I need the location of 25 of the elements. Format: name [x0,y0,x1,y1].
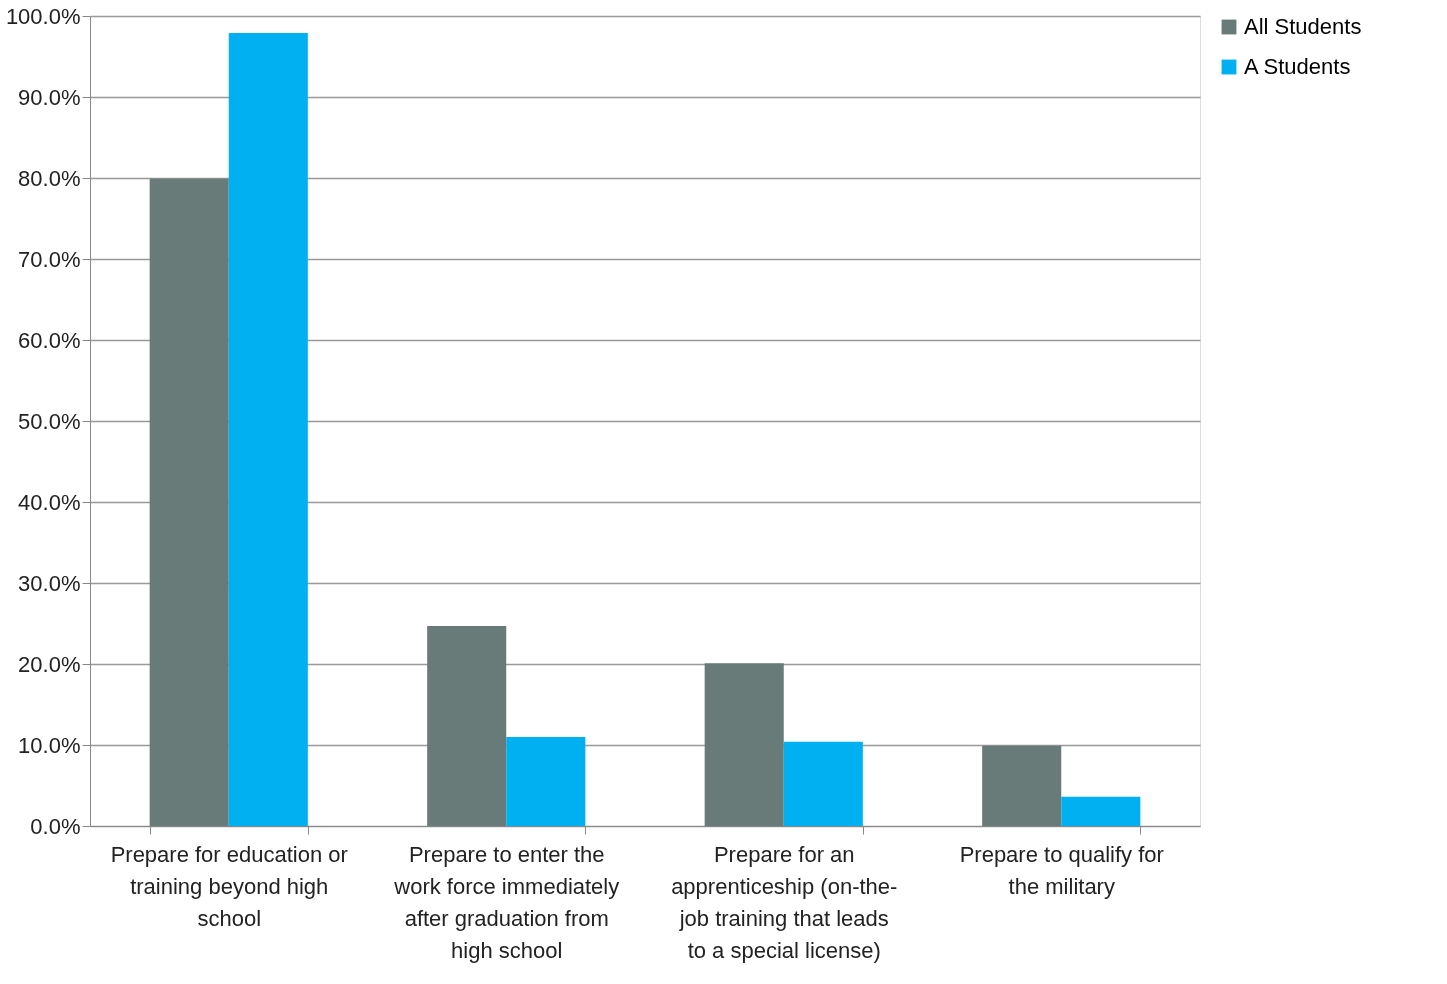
y-tick-label: 10.0% [18,732,81,758]
x-tick-label: Prepare for education or training beyond high school [110,841,348,931]
bar [506,736,586,826]
bar [149,178,229,826]
y-tick-label: 100.0% [5,3,81,29]
bar [704,663,784,826]
y-tick-label: 20.0% [18,651,81,677]
y-tick-label: 40.0% [18,489,81,515]
y-tick-label: 60.0% [18,327,81,353]
x-tick-label: Prepare to enter the work force immediately after graduation from high school [393,841,620,963]
y-tick-label: 50.0% [18,408,81,434]
x-tick-label: Prepare for an apprenticeship (on-the-job training that leads to a special license) [671,841,898,963]
y-tick-label: 80.0% [18,165,81,191]
x-tick-label: Prepare to qualify for the military [959,841,1164,899]
bar [427,625,507,826]
bar [228,33,308,826]
y-tick-label: 70.0% [18,246,81,272]
bar [1061,796,1141,826]
legend-label: All Students [1244,14,1362,39]
bar [982,745,1062,826]
bar [783,741,863,826]
legend-label: A Students [1244,54,1351,79]
y-tick-label: 90.0% [18,84,81,110]
y-tick-label: 30.0% [18,570,81,596]
y-tick-label: 0.0% [30,813,81,839]
